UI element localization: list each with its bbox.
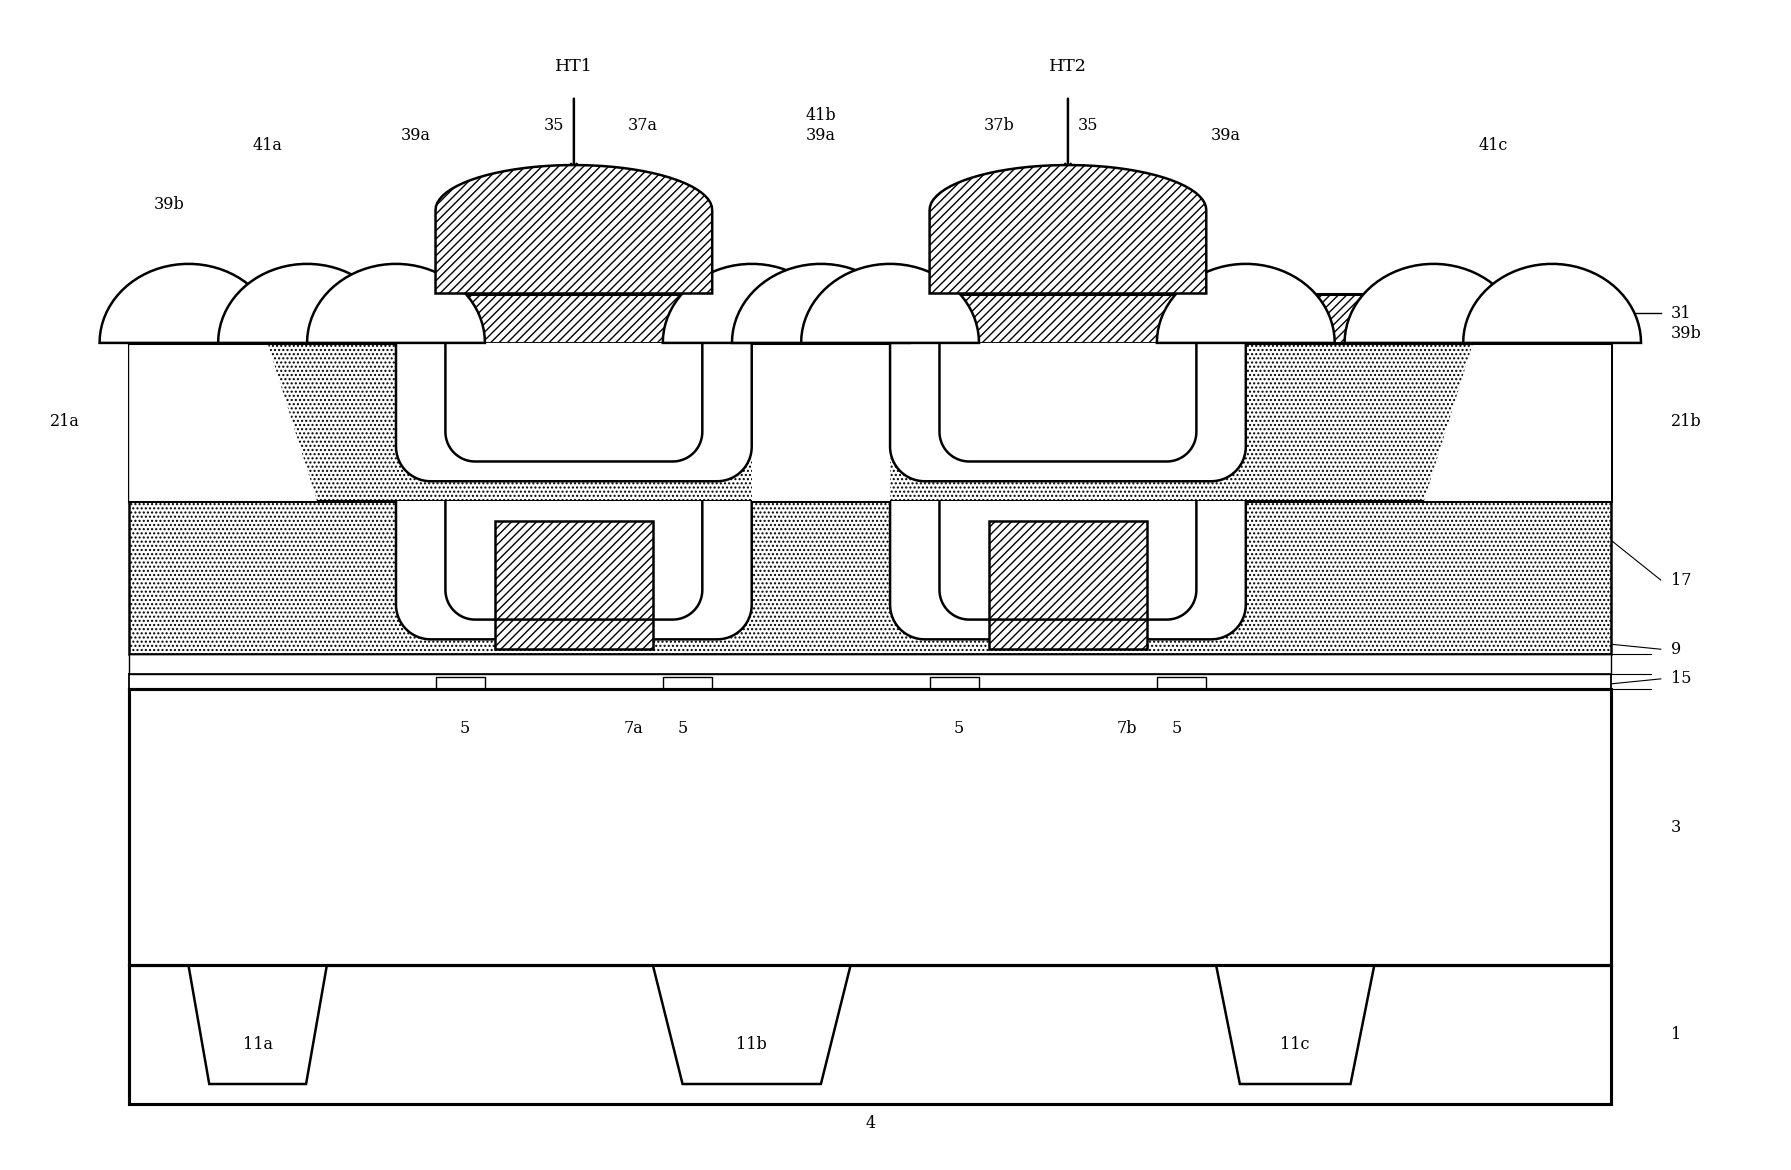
Text: 5: 5 xyxy=(677,720,688,737)
Text: 11c: 11c xyxy=(1281,1035,1309,1053)
Polygon shape xyxy=(733,264,910,343)
Polygon shape xyxy=(1345,264,1522,343)
Text: 17: 17 xyxy=(1671,572,1691,589)
Text: 31: 31 xyxy=(1671,304,1691,322)
Polygon shape xyxy=(435,165,713,294)
Text: 35: 35 xyxy=(544,117,564,135)
Polygon shape xyxy=(1424,343,1612,501)
Polygon shape xyxy=(654,965,851,1085)
Text: 35: 35 xyxy=(1078,117,1098,135)
Polygon shape xyxy=(1157,264,1334,343)
Text: 3: 3 xyxy=(1671,819,1682,835)
Bar xyxy=(129,689,1612,965)
Polygon shape xyxy=(396,501,752,639)
Text: 41a: 41a xyxy=(253,137,283,153)
Polygon shape xyxy=(1463,264,1641,343)
Text: 39a: 39a xyxy=(401,126,432,144)
Text: 41c: 41c xyxy=(1478,137,1508,153)
Text: HT2: HT2 xyxy=(1050,57,1087,75)
Text: 39a: 39a xyxy=(1211,126,1241,144)
Polygon shape xyxy=(219,264,396,343)
Polygon shape xyxy=(188,965,326,1085)
Text: 37a: 37a xyxy=(629,117,657,135)
Text: 41b: 41b xyxy=(806,108,836,124)
Text: 37b: 37b xyxy=(983,117,1014,135)
Polygon shape xyxy=(752,343,890,501)
Polygon shape xyxy=(1216,965,1374,1085)
Text: 7a: 7a xyxy=(623,720,643,737)
Polygon shape xyxy=(890,343,1247,481)
Polygon shape xyxy=(306,264,485,343)
Bar xyxy=(930,677,980,689)
Text: 21b: 21b xyxy=(1671,413,1701,431)
Text: 11a: 11a xyxy=(242,1035,272,1053)
Bar xyxy=(129,343,1612,501)
Text: 4: 4 xyxy=(865,1115,876,1133)
Polygon shape xyxy=(930,165,1207,294)
Text: 9: 9 xyxy=(1671,641,1682,658)
Text: 7b: 7b xyxy=(1118,720,1137,737)
Bar xyxy=(663,677,713,689)
Polygon shape xyxy=(100,264,278,343)
Text: 5: 5 xyxy=(460,720,471,737)
Polygon shape xyxy=(801,264,980,343)
Polygon shape xyxy=(663,264,840,343)
Text: 15: 15 xyxy=(1671,670,1691,687)
Bar xyxy=(129,654,1612,674)
Text: HT1: HT1 xyxy=(555,57,593,75)
Bar xyxy=(129,674,1612,689)
Text: 39b: 39b xyxy=(1671,324,1701,342)
Bar xyxy=(494,521,654,649)
Text: 5: 5 xyxy=(1171,720,1182,737)
Bar xyxy=(129,965,1612,1103)
Text: 11b: 11b xyxy=(736,1035,767,1053)
Polygon shape xyxy=(396,343,752,481)
Bar xyxy=(435,677,485,689)
Bar xyxy=(129,965,1612,1103)
Text: 5: 5 xyxy=(955,720,964,737)
Bar xyxy=(989,521,1146,649)
Polygon shape xyxy=(890,501,1247,639)
Text: 1: 1 xyxy=(1671,1026,1682,1044)
Text: 39b: 39b xyxy=(154,197,184,213)
Bar xyxy=(1157,677,1207,689)
Polygon shape xyxy=(129,343,317,501)
Bar xyxy=(129,689,1612,965)
Bar xyxy=(129,294,1612,343)
Text: 33b: 33b xyxy=(806,433,836,450)
Text: 21a: 21a xyxy=(50,413,81,431)
Text: 39a: 39a xyxy=(806,126,836,144)
Bar xyxy=(129,501,1612,654)
